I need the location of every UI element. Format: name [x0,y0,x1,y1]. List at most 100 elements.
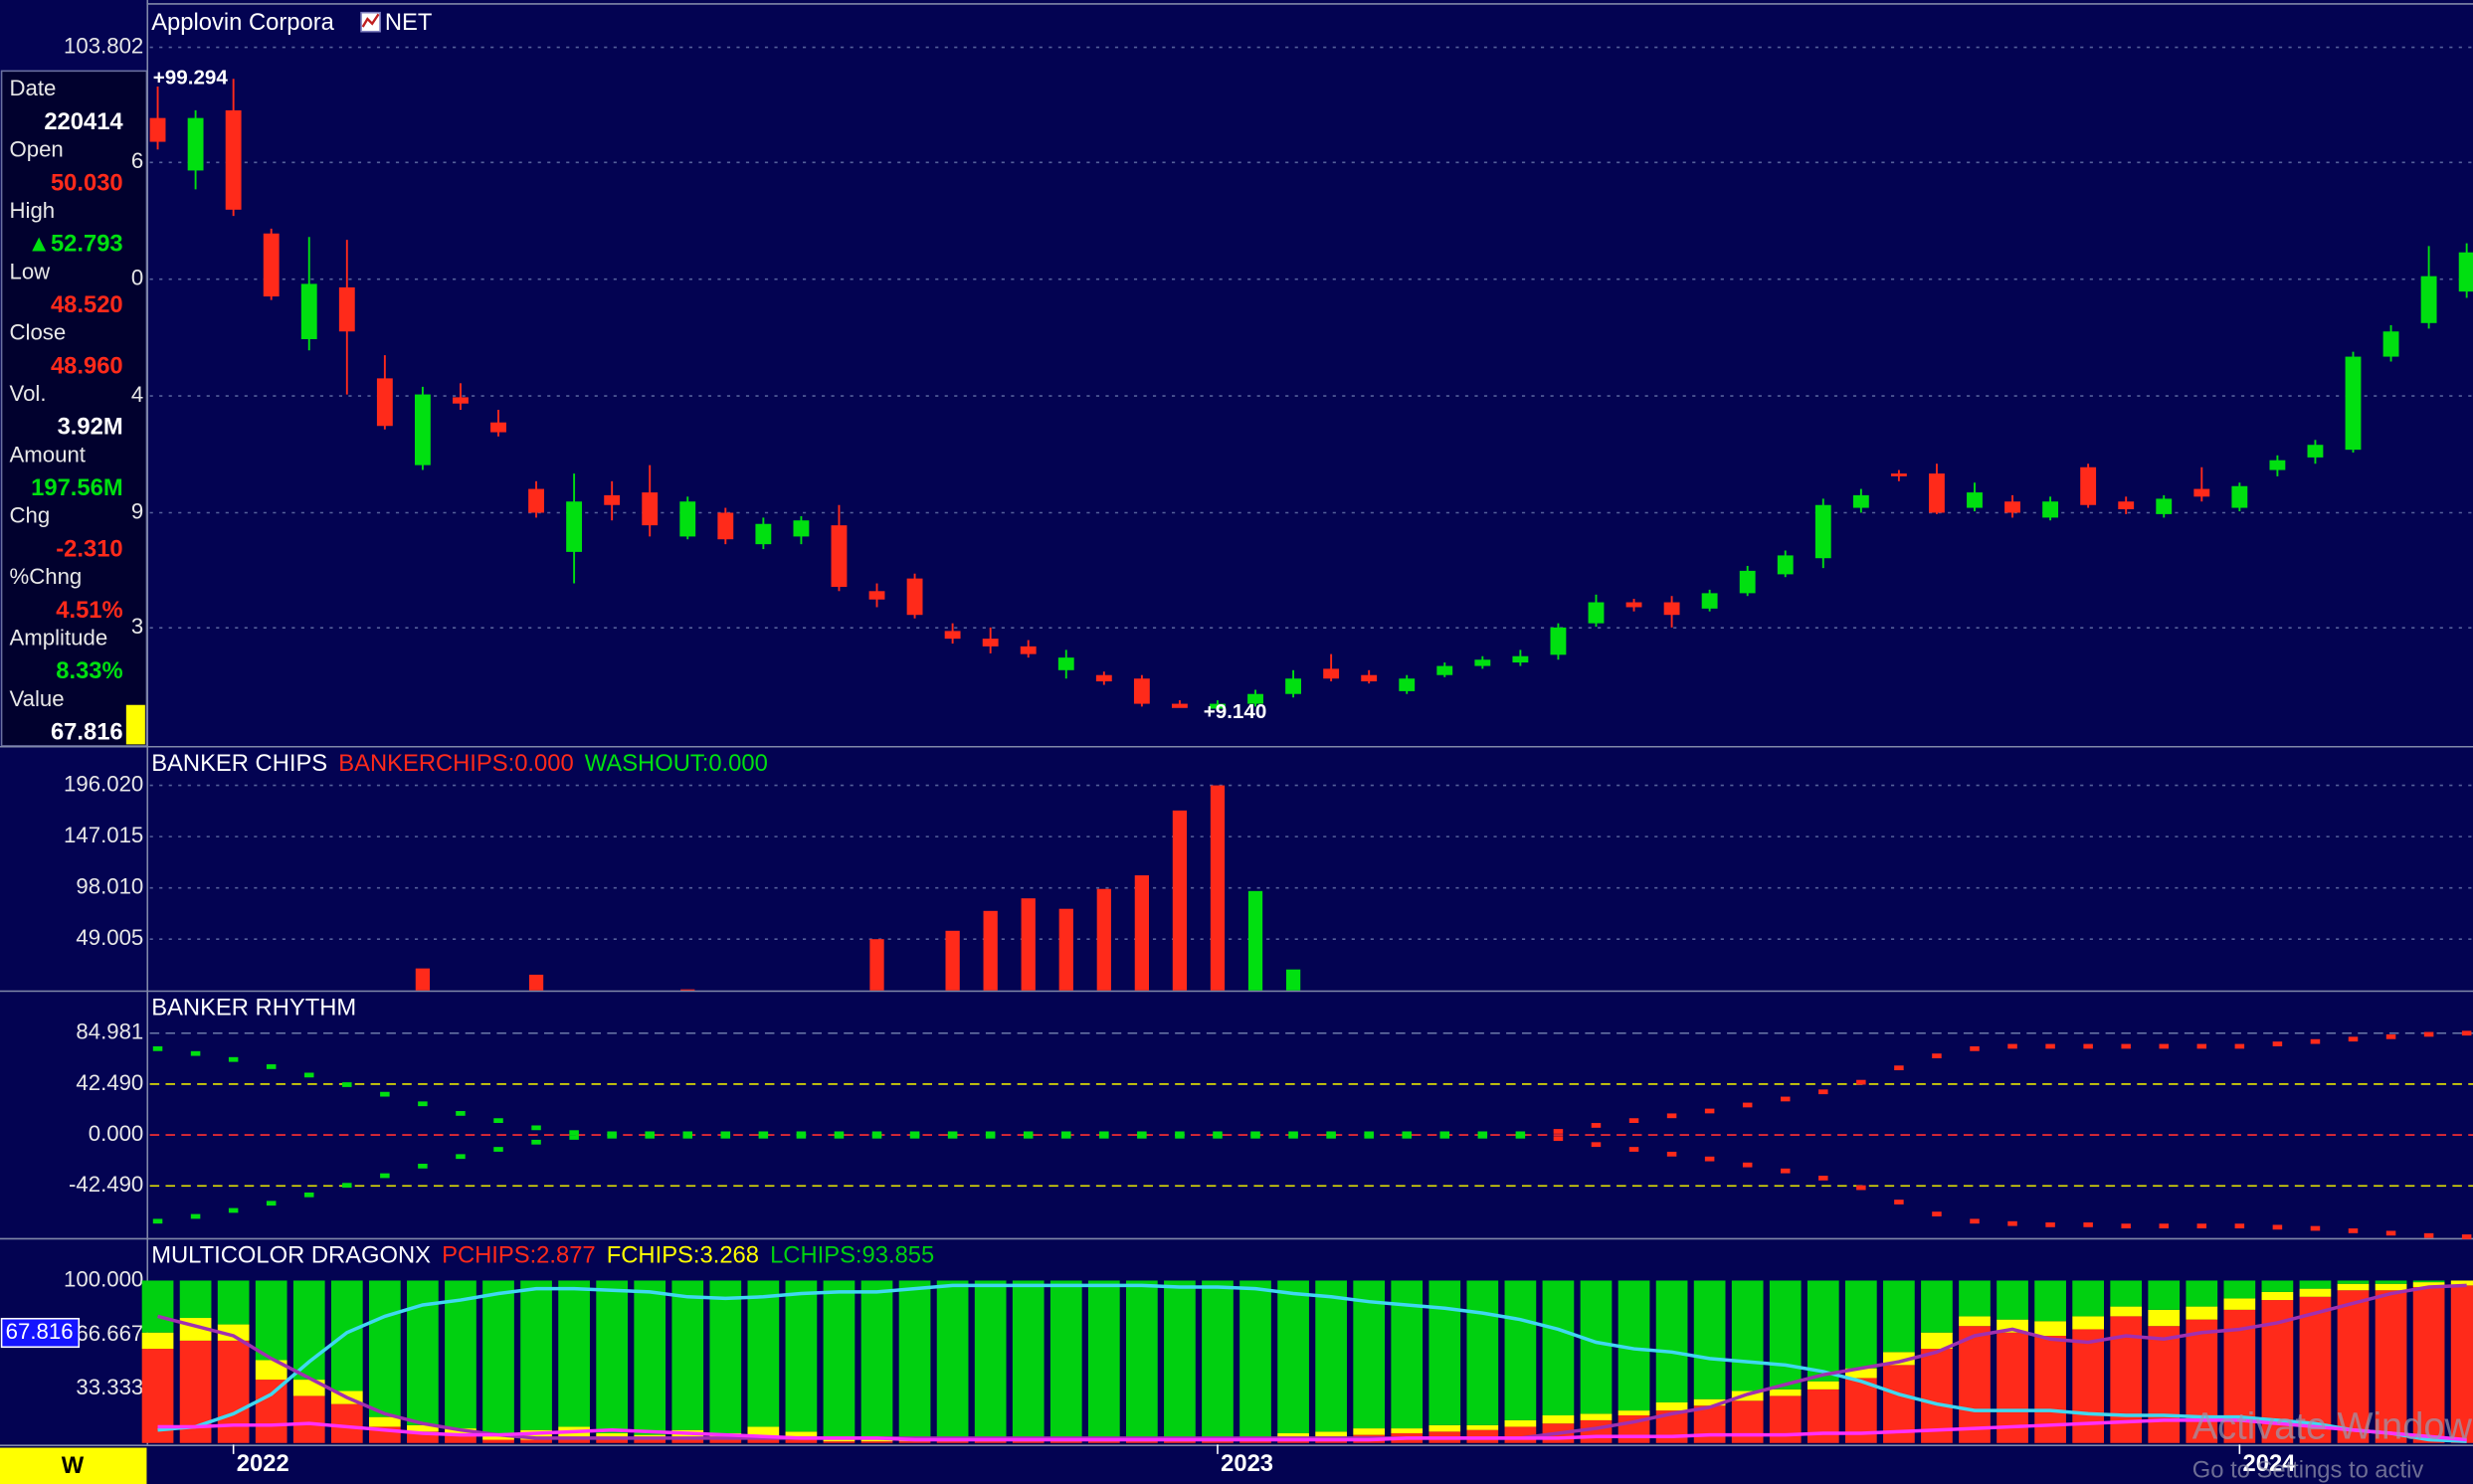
stack-segment [1466,1280,1499,1425]
line-point [2272,1041,2283,1046]
line-point [1250,1133,1260,1139]
line-point [2310,1038,2321,1044]
line-point [456,1111,466,1116]
candle-body [1967,492,1983,508]
candle-body [1929,473,1945,513]
info-label: Amount [10,442,86,466]
stack-segment [2072,1316,2105,1330]
period-label[interactable]: W [62,1452,85,1479]
stack-segment [2034,1280,2066,1322]
line-point [1932,1211,1942,1216]
line-point [380,1091,390,1097]
stack-segment [1921,1332,1953,1350]
line-point [758,1131,769,1137]
stack-segment [2450,1285,2473,1443]
stack-segment [1164,1441,1196,1443]
panel-title-text: MULTICOLOR DRAGONX [151,1242,431,1269]
stack-segment [2148,1309,2181,1327]
x-tick-label: 2024 [2243,1450,2297,1477]
candle-body [1550,627,1567,655]
stack-segment [1580,1413,1613,1420]
line-point [1364,1133,1374,1139]
info-label: Vol. [10,381,47,406]
panel-title-text: BANKER RHYTHM [151,995,356,1021]
y-tick-label: 42.490 [76,1070,143,1095]
line-point [1364,1131,1374,1137]
stack-segment [141,1332,174,1350]
stack-segment [1844,1280,1877,1369]
line-point [152,1218,163,1224]
candle-body [642,492,659,526]
line-point [2385,1033,2396,1039]
info-label: Low [10,259,52,283]
stack-segment [1428,1424,1461,1432]
stack-segment [709,1280,742,1433]
legend-entry: BANKERCHIPS:0.000 [338,750,573,777]
line-point [947,1133,958,1139]
current-value-box [0,1317,81,1349]
stack-segment [747,1280,780,1427]
info-value: 48.960 [51,352,123,379]
stack-segment [2412,1282,2445,1287]
stack-segment [823,1280,856,1437]
line-point [2234,1223,2245,1228]
candle-body [1247,693,1263,704]
panel-title: BANKER RHYTHM [151,995,356,1021]
line-point [1628,1118,1639,1124]
candle-body [944,631,961,640]
bar [415,968,431,991]
stack-segment [1580,1280,1613,1414]
info-box [0,70,148,747]
candle-body [2382,331,2399,357]
candle-body [338,286,355,332]
stack-segment [1769,1389,1802,1396]
stack-segment [1807,1280,1839,1382]
legend-entry: PCHIPS:2.877 [442,1242,596,1269]
line-point [2121,1223,2131,1228]
stack-segment [1997,1280,2028,1320]
bar [1285,969,1301,991]
extreme-label: +9.140 [1204,700,1267,723]
candle-body [1625,602,1642,608]
candle-body [376,378,393,427]
stack-segment [785,1439,818,1443]
info-label: Open [10,137,64,162]
info-label: %Chng [10,564,83,589]
line-point [834,1131,845,1137]
stack-segment [1049,1280,1082,1440]
stack-segment [1844,1368,1877,1379]
line-point [1477,1131,1488,1137]
candle-body [1171,703,1188,708]
volume-indicator [125,704,145,745]
period-button[interactable] [0,1447,147,1484]
line-point [2007,1043,2017,1049]
line-point [1288,1131,1298,1137]
stack-segment [860,1280,893,1438]
line-point [2083,1043,2093,1049]
line-point [493,1147,503,1152]
stack-segment [2299,1288,2332,1297]
line-point [720,1133,731,1139]
line-point [1402,1131,1412,1137]
line-point [228,1207,239,1213]
line-point [190,1213,201,1219]
stack-segment [1959,1326,1991,1443]
line-point [2159,1043,2170,1049]
stack-segment [2261,1291,2294,1301]
stack-segment [785,1280,818,1432]
stack-segment [292,1395,325,1443]
info-value: 48.520 [51,291,123,318]
line-point [1137,1131,1147,1137]
line-point [418,1164,428,1169]
line-point [796,1133,807,1139]
stack-segment [445,1280,476,1429]
stack-segment [558,1280,590,1427]
candle-body [982,639,999,647]
line-point [1856,1185,1866,1191]
line-point [607,1133,617,1139]
stack-segment [709,1439,742,1443]
candle-body [187,117,204,171]
stack-segment [407,1431,439,1443]
stack-segment [520,1439,552,1443]
